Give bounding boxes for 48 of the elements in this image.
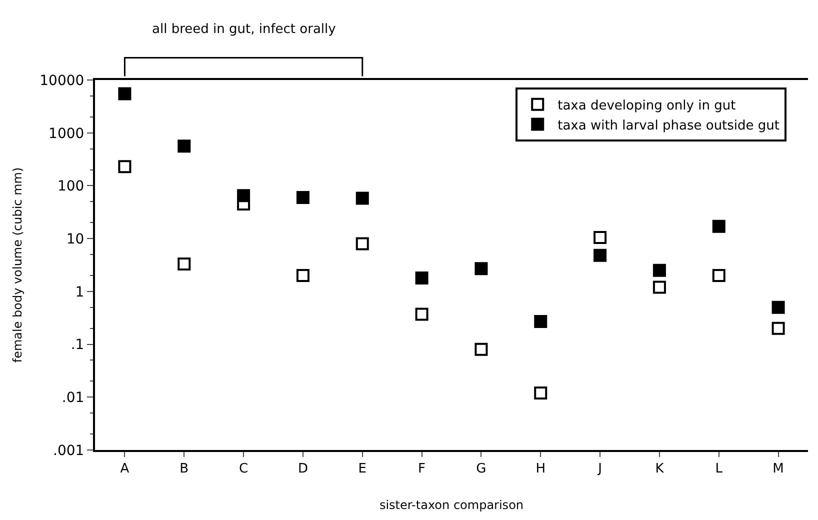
y-tick-label: 1000 bbox=[48, 126, 84, 142]
x-tick-label: D bbox=[298, 462, 308, 477]
x-tick-label: B bbox=[180, 462, 189, 477]
point bbox=[652, 280, 666, 294]
point bbox=[534, 386, 548, 400]
point bbox=[237, 189, 250, 202]
point bbox=[594, 248, 607, 262]
legend-label: taxa developing only in gut bbox=[558, 98, 736, 114]
x-tick-label: E bbox=[358, 462, 366, 477]
point bbox=[474, 342, 488, 356]
y-tick-label: .1 bbox=[70, 337, 84, 354]
y-tick-label: .01 bbox=[62, 390, 84, 406]
x-tick-label: A bbox=[120, 462, 130, 477]
point bbox=[772, 300, 785, 314]
point bbox=[118, 87, 132, 100]
point bbox=[356, 237, 369, 250]
x-tick-label: C bbox=[239, 462, 248, 477]
y-tick-label: 10000 bbox=[40, 72, 84, 89]
y-tick-label: 100 bbox=[57, 178, 84, 195]
x-tick-label: F bbox=[418, 462, 426, 477]
point bbox=[118, 160, 132, 174]
x-tick-label: J bbox=[597, 462, 602, 477]
point bbox=[296, 190, 310, 204]
x-tick-label: L bbox=[715, 462, 724, 477]
x-tick-label: H bbox=[536, 462, 546, 477]
point bbox=[296, 269, 310, 282]
point bbox=[178, 140, 191, 153]
x-tick-label: K bbox=[655, 462, 664, 477]
point bbox=[415, 271, 428, 284]
point bbox=[652, 264, 666, 277]
point bbox=[474, 262, 488, 276]
x-tick-label: G bbox=[476, 462, 486, 477]
y-tick-label: 1 bbox=[75, 284, 84, 300]
point bbox=[178, 258, 191, 271]
y-tick-label: .001 bbox=[53, 442, 84, 459]
point bbox=[712, 220, 726, 233]
x-axis-title: sister-taxon comparison bbox=[379, 498, 524, 512]
point bbox=[415, 308, 428, 321]
point bbox=[356, 192, 369, 205]
point bbox=[534, 314, 548, 328]
point bbox=[772, 322, 785, 335]
point bbox=[594, 230, 607, 244]
point bbox=[712, 269, 726, 282]
y-tick-label: 10 bbox=[66, 231, 84, 248]
y-axis-title: female body volume (cubic mm) bbox=[10, 167, 24, 363]
legend-label: taxa with larval phase outside gut bbox=[558, 118, 780, 134]
x-tick-label: M bbox=[772, 462, 784, 477]
text: all breed in gut, infect orally bbox=[152, 22, 336, 37]
